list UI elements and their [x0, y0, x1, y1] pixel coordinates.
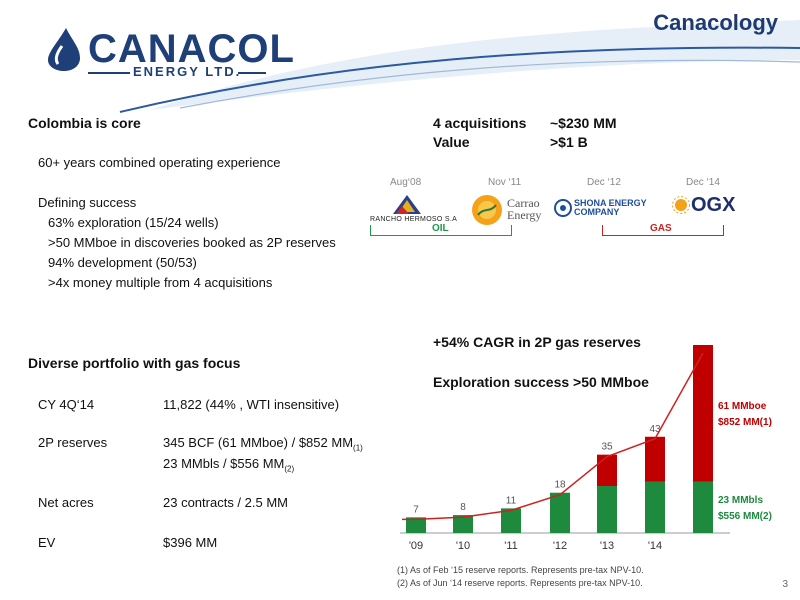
ogx-sun-icon [672, 196, 690, 214]
shona-logo-icon [554, 199, 572, 217]
portfolio-value: 11,822 (44% , WTI insensitive) [163, 397, 340, 412]
acq-date: Dec ‘12 [587, 177, 621, 188]
header-swoosh [119, 0, 800, 113]
cagr-heading: +54% CAGR in 2P gas reserves [433, 334, 641, 350]
experience-text: 60+ years combined operating experience [38, 155, 281, 170]
logo-rule-left [88, 72, 130, 74]
portfolio-value: 23 contracts / 2.5 MM [163, 495, 288, 510]
gas-annotation: $852 MM(1) [718, 417, 772, 428]
x-tick-label: '09 [409, 540, 423, 552]
logo-wordmark: CANACOL [88, 27, 295, 71]
portfolio-label: CY 4Q‘14 [38, 397, 95, 412]
ogx-name: OGX [691, 194, 736, 216]
bar-oil [406, 517, 426, 533]
brand-title: Canacology [653, 10, 778, 35]
rancho-hermoso-logo-icon [393, 195, 421, 214]
x-tick-label: '14 [648, 540, 662, 552]
defining-title: Defining success [38, 195, 137, 210]
shona-name: SHONA ENERGY COMPANY [574, 198, 647, 217]
value-value: >$1 B [550, 134, 588, 150]
portfolio-title: Diverse portfolio with gas focus [28, 355, 241, 371]
logo-subtitle: ENERGY LTD. [133, 64, 242, 79]
value-label: Value [433, 134, 470, 150]
portfolio-label: 2P reserves [38, 435, 108, 450]
colombia-title: Colombia is core [28, 115, 141, 131]
acquisitions-value: ~$230 MM [550, 115, 617, 131]
bar-oil [550, 492, 570, 533]
drop-logo-icon [48, 28, 80, 71]
gas-annotation: 61 MMboe [718, 401, 767, 412]
success-item: >50 MMboe in discoveries booked as 2P re… [48, 235, 336, 250]
oil-label: OIL [430, 223, 451, 234]
carrao-sun-icon [472, 195, 502, 225]
carrao-name: Carrao Energy [507, 196, 542, 222]
x-tick-label: '13 [600, 540, 614, 552]
x-tick-label: '12 [553, 540, 567, 552]
acq-date: Nov ‘11 [488, 177, 522, 188]
data-label: 43 [649, 424, 661, 435]
oil-bracket [370, 225, 512, 236]
bar-gas [693, 345, 713, 482]
bar-oil [453, 515, 473, 533]
bar-gas [597, 454, 617, 486]
footnote-ref: (2) [284, 464, 295, 474]
rancho-hermoso-name: RANCHO HERMOSO S.A [370, 216, 458, 223]
success-item: 94% development (50/53) [48, 255, 197, 270]
x-tick-label: '11 [504, 540, 518, 552]
logo-rule-right [238, 72, 266, 74]
gas-label: GAS [648, 223, 674, 234]
acq-date: Aug‘08 [390, 177, 422, 188]
data-label: 8 [460, 502, 466, 513]
footnote: (2) As of Jun ‘14 reserve reports. Repre… [397, 578, 643, 588]
portfolio-label: Net acres [38, 495, 94, 510]
bar-gas [645, 436, 665, 482]
portfolio-value: 23 MMbls / $556 MM(2) [163, 456, 295, 474]
gas-bracket [602, 225, 724, 236]
oil-annotation: 23 MMbls [718, 495, 763, 506]
bar-oil [645, 481, 665, 533]
data-label: 11 [506, 495, 517, 506]
bar-oil [597, 486, 617, 533]
acq-date: Dec ‘14 [686, 177, 720, 188]
success-item: 63% exploration (15/24 wells) [48, 215, 219, 230]
data-label: 35 [601, 442, 613, 453]
oil-annotation: $556 MM(2) [718, 511, 772, 522]
acquisitions-label: 4 acquisitions [433, 115, 527, 131]
portfolio-label: EV [38, 535, 56, 550]
footnote-ref: (1) [353, 443, 363, 453]
data-label: 18 [554, 480, 566, 491]
bar-oil [693, 481, 713, 533]
trend-line [402, 352, 704, 521]
portfolio-value: $396 MM [163, 535, 218, 550]
reserves-bar-chart: '09 7 '10 8 '11 11 '12 18 '13 35 '14 43 61 MMboe $852… [400, 345, 772, 552]
portfolio-value: 345 BCF (61 MMboe) / $852 MM(1) [163, 435, 363, 453]
data-label: 7 [413, 504, 419, 515]
x-tick-label: '10 [456, 540, 470, 552]
footnote: (1) As of Feb ‘15 reserve reports. Repre… [397, 565, 644, 575]
bar-oil [501, 508, 521, 533]
exploration-heading: Exploration success >50 MMboe [433, 374, 649, 390]
success-item: >4x money multiple from 4 acquisitions [48, 275, 273, 290]
page-number: 3 [782, 579, 788, 590]
